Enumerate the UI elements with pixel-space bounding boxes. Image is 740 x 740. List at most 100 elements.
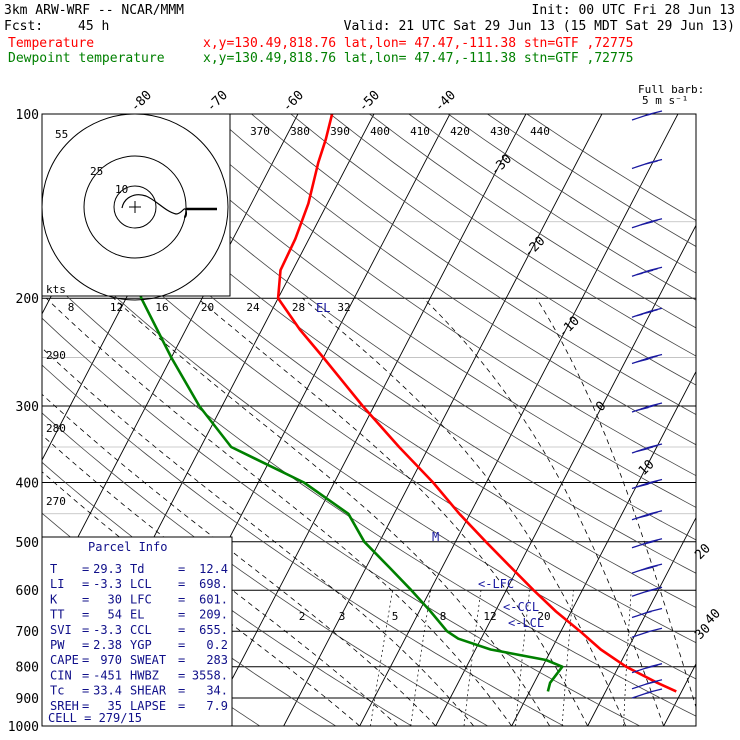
theta-label: 270 bbox=[46, 495, 66, 508]
wind-barb-feather bbox=[645, 680, 658, 685]
parcel-eq: = bbox=[178, 653, 185, 667]
wind-barb-feather bbox=[636, 483, 649, 488]
temperature-legend-label: Temperature bbox=[8, 36, 94, 51]
hodograph-ring-label-55: 55 bbox=[55, 128, 68, 141]
moist-adiabat-20 bbox=[197, 297, 589, 726]
isotherm-label-20: 20 bbox=[692, 541, 714, 563]
parcel-eq: = bbox=[178, 608, 185, 622]
dry-adiabat-440 bbox=[408, 114, 696, 301]
valid-time: Valid: 21 UTC Sat 29 Jun 13 (15 MDT Sat … bbox=[344, 19, 735, 34]
wind-barb bbox=[631, 307, 663, 318]
parcel-value: -3.3 bbox=[93, 577, 122, 591]
mixing-label-top: 24 bbox=[246, 301, 260, 314]
wind-barb-half bbox=[636, 272, 643, 276]
parcel-value: 655. bbox=[199, 623, 228, 637]
thetae-label: 420 bbox=[450, 125, 470, 138]
wind-barb bbox=[631, 679, 663, 690]
isotherm-label-0: 0 bbox=[593, 399, 609, 415]
pressure-label-400: 400 bbox=[16, 476, 39, 491]
pressure-label-600: 600 bbox=[16, 584, 39, 599]
parcel-value: 34. bbox=[206, 684, 228, 698]
hodograph-ring-outer bbox=[41, 113, 229, 301]
parcel-key: YGP bbox=[130, 638, 152, 652]
barb-legend-title: Full barb: bbox=[638, 83, 704, 96]
wind-barb bbox=[631, 663, 663, 674]
wind-barb-feather bbox=[645, 160, 658, 165]
mixing-ratio-2 bbox=[370, 590, 393, 726]
thetae-label: 430 bbox=[490, 125, 510, 138]
dry-adiabat-410 bbox=[290, 114, 696, 386]
hodograph-inset: 55 25 10 kts bbox=[41, 113, 231, 301]
wind-barb bbox=[631, 538, 663, 549]
isotherm-label--40: -40 bbox=[432, 88, 459, 115]
parcel-value: -451 bbox=[93, 668, 122, 682]
isotherm--10 bbox=[359, 114, 679, 726]
dry-adiabat-380 bbox=[172, 114, 696, 477]
wind-barb-feather bbox=[640, 310, 654, 315]
isotherm-label--30: -30 bbox=[488, 152, 515, 179]
forecast-label: Fcst: bbox=[4, 19, 43, 34]
parcel-key: LFC bbox=[130, 592, 152, 606]
parcel-value: 2.38 bbox=[93, 638, 122, 652]
parcel-value: 7.9 bbox=[206, 699, 228, 713]
isotherm-label--60: -60 bbox=[280, 88, 307, 115]
parcel-eq: = bbox=[82, 684, 89, 698]
parcel-value: 698. bbox=[199, 577, 228, 591]
thetae-label: 400 bbox=[370, 125, 390, 138]
dry-adiabat-340 bbox=[42, 141, 696, 608]
mixing-label-top: 28 bbox=[292, 301, 305, 314]
isotherm-label--20: -20 bbox=[521, 234, 548, 261]
moist-adiabat-25 bbox=[302, 297, 627, 726]
hodograph-ring-label-10: 10 bbox=[115, 183, 128, 196]
mixing-label-top: 8 bbox=[68, 301, 75, 314]
parcel-info-rows: T = 29.3 Td = 12.4 LI = -3.3 LCL = 698. K = 30 LFC = 601.… bbox=[50, 562, 228, 713]
parcel-value: 30 bbox=[108, 592, 122, 606]
dry-adiabat-360 bbox=[93, 114, 696, 541]
dry-adiabat-280 bbox=[42, 412, 488, 726]
moist-adiabat-15 bbox=[113, 297, 551, 726]
parcel-key: SHEAR bbox=[130, 684, 167, 698]
pressure-label-500: 500 bbox=[16, 536, 39, 551]
temperature-profile bbox=[276, 114, 677, 693]
isotherm--60 bbox=[42, 114, 299, 608]
parcel-key: LAPSE bbox=[130, 699, 166, 713]
dewpoint-legend-label: Dewpoint temperature bbox=[8, 51, 165, 66]
wind-barb-staff bbox=[631, 630, 651, 638]
wind-barb-feather bbox=[640, 269, 654, 274]
parcel-eq: = bbox=[178, 592, 185, 606]
pressure-label-1000: 1000 bbox=[8, 720, 39, 735]
wind-barb bbox=[631, 510, 663, 521]
temperature-location-info: x,y=130.49,818.76 lat,lon= 47.47,-111.38… bbox=[203, 36, 633, 51]
wind-barb bbox=[631, 688, 663, 699]
moist-adiabat--5 bbox=[42, 434, 398, 726]
moist-adiabat-35 bbox=[536, 297, 696, 709]
annotation-lcl: <-LCL bbox=[508, 616, 544, 630]
parcel-value: 33.4 bbox=[93, 684, 122, 698]
dry-adiabat-320 bbox=[42, 227, 696, 680]
moist-adiabat-0 bbox=[42, 393, 436, 726]
thetae-label: 440 bbox=[530, 125, 550, 138]
parcel-key: SVI bbox=[50, 623, 72, 637]
hodograph-units: kts bbox=[46, 283, 66, 296]
isotherm-0 bbox=[435, 224, 696, 726]
wind-barb-feather bbox=[645, 588, 658, 593]
parcel-eq: = bbox=[178, 577, 185, 591]
parcel-value: 283 bbox=[206, 653, 228, 667]
isotherm-20 bbox=[587, 516, 696, 726]
dry-adiabat-420 bbox=[329, 114, 696, 357]
pressure-label-900: 900 bbox=[16, 692, 39, 707]
wind-barb-feather bbox=[649, 688, 663, 693]
hodograph-ring-middle bbox=[83, 155, 187, 259]
wind-barb bbox=[631, 607, 663, 619]
wind-barb-feather bbox=[636, 406, 649, 412]
thetae-label: 410 bbox=[410, 125, 430, 138]
theta-label: 290 bbox=[46, 349, 66, 362]
isotherm-label--10: -10 bbox=[556, 314, 583, 341]
isotherm--20 bbox=[283, 114, 603, 726]
parcel-key: CCL bbox=[130, 623, 152, 637]
parcel-key: LCL bbox=[130, 577, 152, 591]
thetae-label: 380 bbox=[290, 125, 310, 138]
dry-adiabat-390 bbox=[211, 114, 696, 446]
isotherm-label--80: -80 bbox=[128, 88, 155, 115]
wind-barb bbox=[631, 218, 663, 229]
